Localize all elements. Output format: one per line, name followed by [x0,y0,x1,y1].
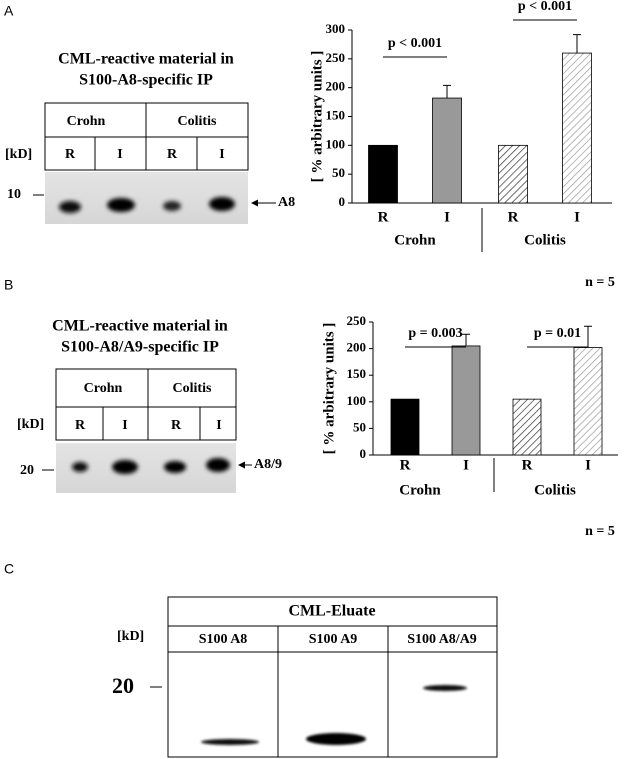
lane-label: R [75,418,86,433]
band-label: A8 [278,195,295,210]
lane-label: I [117,147,122,162]
bar [451,345,481,456]
arrow-head [238,461,245,469]
y-tick-label: 100 [326,136,346,151]
y-tick-label: 200 [326,79,346,94]
y-tick-label: 250 [347,313,367,328]
bar [432,97,462,204]
group-label: Crohn [399,482,441,498]
eluate-title: CML-Eluate [288,603,375,620]
y-tick-label: 300 [326,21,346,36]
error-bar [573,34,581,54]
error-bar [584,325,592,348]
band [163,201,181,211]
condition-label: Crohn [84,381,123,396]
unit-label: [kD] [5,147,32,162]
band [59,201,81,213]
bar [498,144,528,204]
blot-title: S100-A8/A9-specific IP [61,339,219,356]
blot-title: S100-A8-specific IP [79,72,213,89]
y-tick-label: 100 [347,393,367,408]
bar [368,144,398,204]
x-tick-label: I [444,209,450,225]
blot-a: CML-reactive material in S100-A8-specifi… [5,51,295,224]
column-label: S100 A9 [309,632,358,647]
p-value: p < 0.001 [388,36,442,51]
band [209,197,235,211]
bar-chart: 0 50 100 150 200 250 [ % arbitrary units ] R I R I… [321,313,618,539]
lane-label: I [216,418,221,433]
panel-label: C [4,561,14,577]
y-axis-label: [ % arbitrary units ] [309,51,325,183]
panel-label: B [4,277,13,293]
arrow-head [251,199,258,207]
band [201,739,259,745]
unit-label: [kD] [17,417,44,432]
condition-label: Crohn [67,114,106,129]
p-value: p < 0.001 [518,0,572,14]
sample-size: n = 5 [585,524,615,539]
error-bar [443,84,451,99]
eluate-blot: CML-Eluate S100 A8 S100 A9 S100 A8/A9 [k… [112,596,498,758]
lane-label: I [122,418,127,433]
marker-label: 10 [7,187,21,202]
blot-image [45,172,248,224]
y-tick-label: 200 [347,340,367,355]
condition-label: Colitis [173,381,212,396]
band [107,198,135,212]
bar [512,398,542,456]
blot-b: CML-reactive material in S100-A8/A9-spec… [17,318,282,493]
marker-label: 20 [20,463,34,478]
bar [573,347,603,456]
x-tick-label: R [522,457,533,473]
y-tick-label: 0 [360,446,367,461]
band [164,461,186,473]
group-label: Crohn [394,232,436,248]
p-value: p = 0.01 [534,326,581,341]
x-tick-label: R [508,209,519,225]
lane-label: R [171,418,182,433]
panel-label: A [4,3,14,19]
y-tick-label: 150 [326,107,346,122]
lane-table [55,368,237,441]
group-label: Colitis [524,232,566,248]
blot-title: CML-reactive material in [52,318,228,335]
x-tick-label: R [378,209,389,225]
y-tick-label: 0 [339,194,346,209]
sample-size: n = 5 [585,275,615,290]
y-tick-label: 150 [347,366,367,381]
column-label: S100 A8 [199,632,248,647]
y-tick-label: 50 [332,165,345,180]
column-label: S100 A8/A9 [407,632,477,647]
bar [562,52,592,204]
lane-label: I [219,147,224,162]
error-bar [462,333,470,346]
x-tick-label: R [400,457,411,473]
band [306,733,366,745]
band [423,685,467,691]
bar-chart: 0 50 100 150 200 250 300[ % arbitrary units ] R… [309,0,614,290]
blot-title: CML-reactive material in [58,51,234,68]
lane-label: R [167,147,178,162]
x-tick-label: I [574,209,580,225]
eluate-table [167,596,498,758]
band [206,458,230,472]
band-label: A8/9 [254,457,282,472]
p-value: p = 0.003 [408,326,462,341]
x-tick-label: I [585,457,591,473]
y-axis-label: [ % arbitrary units ] [321,323,337,455]
band [112,460,138,474]
bar [390,398,420,456]
condition-label: Colitis [178,114,217,129]
group-label: Colitis [534,482,576,498]
band [72,462,88,472]
y-tick-label: 50 [353,419,366,434]
x-tick-label: I [463,457,469,473]
unit-label: [kD] [117,629,144,644]
marker-label: 20 [112,673,134,698]
lane-label: R [65,147,76,162]
y-tick-label: 250 [326,50,346,65]
